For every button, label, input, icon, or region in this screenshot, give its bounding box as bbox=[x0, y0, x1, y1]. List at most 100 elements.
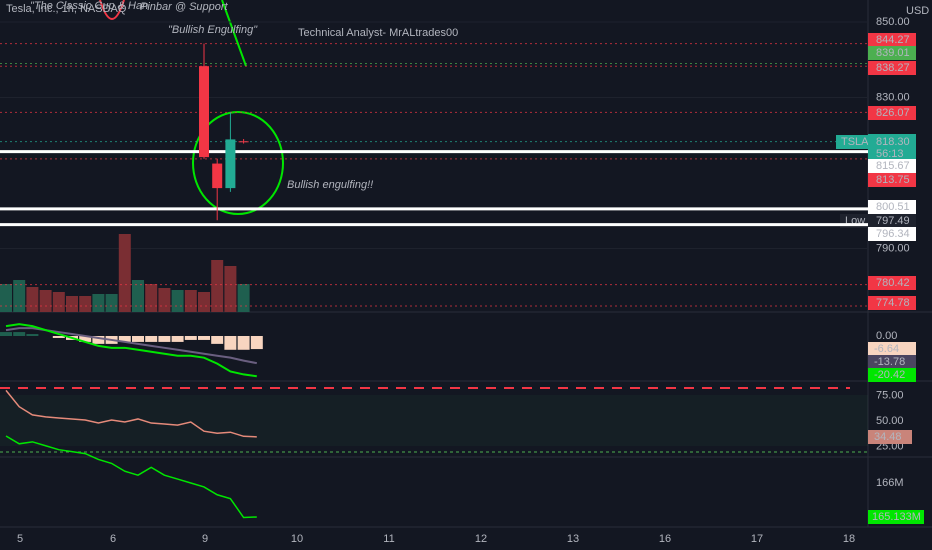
price-tag-label: 796.34 bbox=[876, 228, 910, 240]
macd-hist bbox=[224, 336, 237, 350]
macd-hist bbox=[158, 336, 171, 342]
macd-hist bbox=[79, 336, 92, 342]
macd-hist bbox=[211, 336, 224, 344]
symbol: Tesla, Inc., 1h, NASDAQ bbox=[6, 3, 127, 15]
volume-bar bbox=[211, 260, 224, 312]
x-tick-label: 5 bbox=[17, 533, 23, 545]
y-tick-label: 50.00 bbox=[876, 415, 904, 427]
price-tag bbox=[868, 173, 916, 187]
trend-line bbox=[221, 0, 247, 67]
macd-hist bbox=[26, 334, 39, 336]
volume-bar bbox=[52, 292, 65, 312]
x-tick-label: 17 bbox=[751, 533, 763, 545]
macd-hist bbox=[171, 336, 184, 342]
value-tag bbox=[868, 430, 912, 444]
macd-hist bbox=[0, 332, 12, 336]
volume-bar bbox=[184, 290, 197, 312]
price-tag bbox=[868, 33, 916, 47]
candle-body bbox=[212, 163, 223, 189]
price-tag-label: 800.51 bbox=[876, 201, 910, 213]
volume-bar bbox=[105, 294, 118, 312]
x-tick-label: 9 bbox=[202, 533, 208, 545]
symbol-tag-label: TSLA bbox=[841, 136, 869, 148]
x-tick-label: 13 bbox=[567, 533, 579, 545]
value-tag-label: 165.133M bbox=[872, 511, 921, 523]
volume-bar bbox=[26, 287, 39, 312]
macd-hist bbox=[184, 336, 197, 340]
price-tag-label: 774.78 bbox=[876, 297, 910, 309]
price-tag bbox=[868, 106, 916, 120]
y-tick-label: 0.00 bbox=[876, 330, 897, 342]
volume-bar bbox=[132, 280, 144, 312]
annotation: "Bullish Engulfing" bbox=[168, 24, 258, 36]
macd-hist bbox=[198, 336, 210, 340]
macd-hist bbox=[237, 336, 250, 350]
price-tag-label: 815.67 bbox=[876, 160, 910, 172]
price-tag bbox=[868, 159, 916, 173]
annotation: Technical Analyst- MrALtrades00 bbox=[298, 27, 458, 39]
price-tag bbox=[868, 296, 916, 310]
value-tag bbox=[868, 355, 916, 369]
price-tag bbox=[868, 46, 916, 60]
price-tag-label: 780.42 bbox=[876, 277, 910, 289]
value-tag bbox=[868, 368, 916, 382]
macd-hist bbox=[132, 336, 144, 342]
macd-line bbox=[5, 323, 257, 378]
candle-body bbox=[238, 141, 249, 143]
value-tag-label: 34.48 bbox=[874, 431, 902, 443]
macd-hist bbox=[92, 336, 105, 344]
annotation: "The Classic Cup & Han bbox=[30, 0, 148, 12]
price-tag-label: 818.30 bbox=[876, 136, 910, 148]
annotation: Bullish engulfing!! bbox=[287, 179, 373, 191]
value-tag-label: -13.78 bbox=[874, 356, 905, 368]
volume-bar bbox=[198, 292, 210, 312]
cup-drawing bbox=[99, 0, 125, 20]
obv-line bbox=[5, 435, 257, 519]
x-tick-label: 11 bbox=[383, 533, 394, 545]
y-tick-label: 850.00 bbox=[876, 16, 910, 28]
price-tag bbox=[868, 61, 916, 75]
y-tick-label: 830.00 bbox=[876, 91, 910, 103]
volume-bar bbox=[171, 290, 184, 312]
volume-bar bbox=[66, 296, 78, 312]
volume-bar bbox=[92, 294, 105, 312]
annotation: Pinbar @ Support bbox=[140, 1, 229, 13]
volume-bar bbox=[13, 280, 26, 312]
price-tag bbox=[868, 227, 916, 241]
value-tag bbox=[868, 510, 924, 524]
x-tick-label: 18 bbox=[843, 533, 855, 545]
countdown: 56:13 bbox=[876, 148, 904, 160]
rsi-line bbox=[5, 389, 257, 438]
macd-hist bbox=[13, 332, 26, 336]
value-tag-label: -6.64 bbox=[874, 343, 899, 355]
x-tick-label: 10 bbox=[291, 533, 303, 545]
x-tick-label: 6 bbox=[110, 533, 116, 545]
candle-body bbox=[225, 139, 236, 189]
macd-hist bbox=[145, 336, 158, 342]
price-tag-label: 838.27 bbox=[876, 62, 910, 74]
volume-bar bbox=[158, 288, 171, 312]
candle-body bbox=[199, 66, 209, 158]
price-tag-label: 839.01 bbox=[876, 47, 910, 59]
volume-bar bbox=[237, 284, 250, 312]
volume-bar bbox=[0, 284, 12, 312]
y-tick-label: 790.00 bbox=[876, 242, 910, 254]
x-tick-label: 16 bbox=[659, 533, 671, 545]
price-tag-label: 844.27 bbox=[876, 34, 910, 46]
symbol-tag bbox=[836, 135, 868, 149]
volume-bar bbox=[224, 266, 237, 312]
macd-hist bbox=[118, 336, 131, 342]
price-tag-label: 813.75 bbox=[876, 174, 910, 186]
volume-bar bbox=[118, 234, 131, 312]
value-tag-label: -20.42 bbox=[874, 369, 905, 381]
y-tick-label: 75.00 bbox=[876, 389, 904, 401]
currency: USD bbox=[906, 5, 929, 17]
y-tick-label: 166M bbox=[876, 477, 904, 489]
price-tag bbox=[868, 214, 916, 228]
volume-bar bbox=[39, 290, 52, 312]
price-tag bbox=[868, 134, 916, 162]
price-tag bbox=[868, 276, 916, 290]
highlight-circle bbox=[192, 111, 284, 215]
